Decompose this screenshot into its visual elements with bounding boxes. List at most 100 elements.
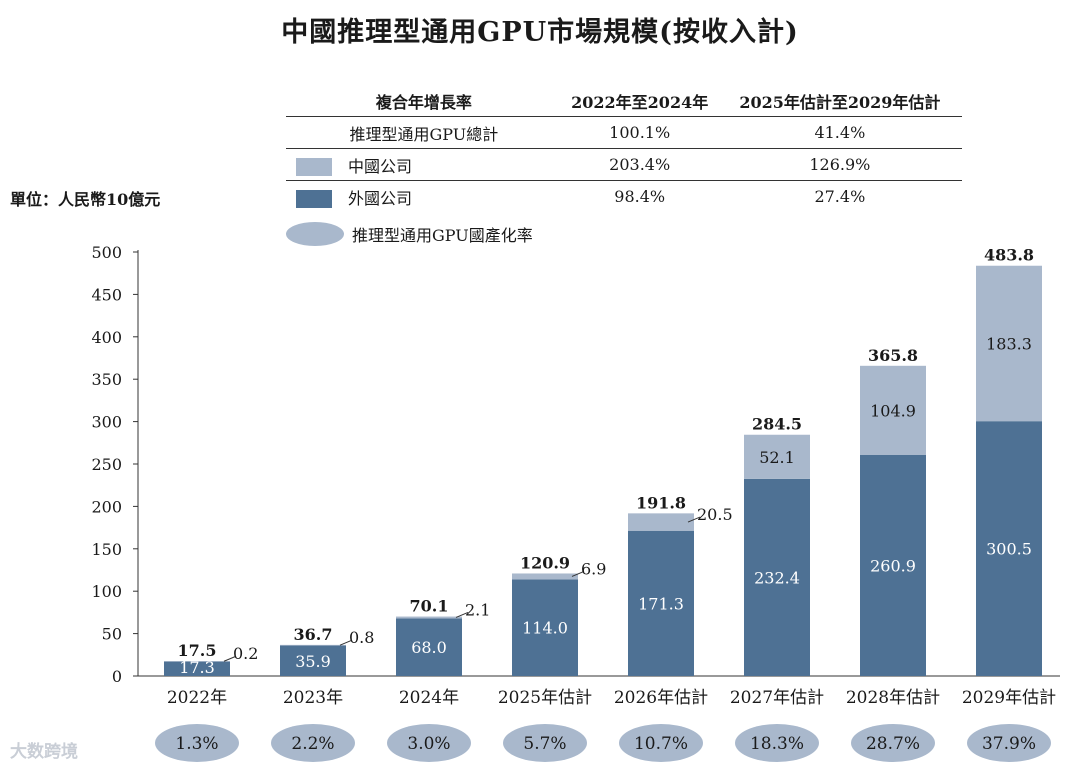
localization-ellipse — [271, 724, 355, 762]
legend-localization-label: 推理型通用GPU國產化率 — [352, 226, 533, 245]
cagr-header-label: 複合年增長率 — [286, 86, 562, 117]
localization-ellipse — [851, 724, 935, 762]
bar-foreign — [744, 478, 810, 676]
china-value-label: 20.5 — [697, 505, 733, 524]
cagr-row-value: 98.4% — [614, 187, 666, 206]
china-leader-line — [223, 655, 237, 662]
total-value-label: 284.5 — [752, 415, 802, 434]
total-value-label: 191.8 — [636, 493, 686, 512]
foreign-value-label: 300.5 — [986, 540, 1032, 559]
legend-swatch-china — [296, 158, 332, 176]
cagr-row-foreign: 外國公司 98.4% 27.4% — [286, 181, 962, 213]
localization-ellipse — [735, 724, 819, 762]
x-tick-label: 2023年 — [283, 688, 343, 708]
bar-foreign — [860, 454, 926, 676]
y-tick-label: 0 — [112, 667, 122, 686]
y-tick-label: 400 — [91, 328, 122, 347]
china-leader-line — [455, 611, 469, 618]
bar-china — [280, 644, 346, 646]
cagr-row-label: 外國公司 — [348, 188, 413, 208]
legend-china: 中國公司 — [286, 148, 562, 181]
total-value-label: 36.7 — [294, 625, 333, 644]
bar-china — [512, 573, 578, 580]
total-value-label: 365.8 — [868, 346, 918, 365]
localization-rate-label: 28.7% — [866, 734, 920, 754]
bar-china — [628, 513, 694, 531]
unit-label: 單位：人民幣10億元 — [10, 190, 161, 209]
foreign-value-label: 260.9 — [870, 556, 916, 575]
y-tick-label: 500 — [91, 243, 122, 262]
foreign-value-label: 35.9 — [295, 652, 331, 671]
cagr-table: 複合年增長率 2022年至2024年 2025年估計至2029年估計 推理型通用… — [286, 86, 962, 212]
cagr-header-period2: 2025年估計至2029年估計 — [717, 86, 962, 117]
localization-ellipse — [967, 724, 1051, 762]
bar-foreign — [628, 530, 694, 676]
china-value-label: 0.2 — [233, 644, 258, 663]
y-tick-label: 50 — [102, 625, 122, 644]
total-value-label: 17.5 — [178, 641, 217, 660]
y-tick-label: 350 — [91, 370, 122, 389]
china-leader-line — [571, 570, 585, 577]
legend-localization: 推理型通用GPU國產化率 — [286, 222, 533, 246]
china-value-label: 52.1 — [759, 448, 795, 467]
total-value-label: 120.9 — [520, 553, 570, 572]
china-leader-line — [687, 516, 701, 523]
localization-rate-label: 10.7% — [634, 734, 688, 754]
china-value-label: 183.3 — [986, 334, 1032, 353]
x-tick-label: 2024年 — [399, 688, 459, 708]
cagr-row-total: 推理型通用GPU總計 100.1% 41.4% — [286, 116, 962, 149]
legend-swatch-foreign — [296, 190, 332, 208]
watermark: 大数跨境 — [10, 742, 78, 762]
cagr-row-value: 41.4% — [717, 116, 962, 149]
cagr-header-row: 複合年增長率 2022年至2024年 2025年估計至2029年估計 — [286, 86, 962, 117]
localization-rate-label: 1.3% — [175, 734, 218, 754]
total-value-label: 70.1 — [410, 597, 449, 616]
y-tick-label: 250 — [91, 455, 122, 474]
y-tick-label: 450 — [91, 285, 122, 304]
total-value-label: 483.8 — [984, 246, 1034, 265]
localization-rate-label: 18.3% — [750, 734, 804, 754]
bar-china — [396, 616, 462, 619]
bar-china — [164, 661, 230, 662]
legend-ellipse — [286, 222, 344, 246]
cagr-row-label: 推理型通用GPU總計 — [286, 116, 562, 149]
localization-rate-label: 37.9% — [982, 734, 1036, 754]
cagr-header-period1: 2022年至2024年 — [561, 86, 718, 117]
localization-rate-label: 3.0% — [407, 734, 450, 754]
localization-ellipse — [155, 724, 239, 762]
china-value-label: 104.9 — [870, 401, 916, 420]
cagr-row-china: 中國公司 203.4% 126.9% — [286, 148, 962, 181]
chart-title: 中國推理型通用GPU市場規模(按收入計) — [281, 17, 799, 48]
foreign-value-label: 171.3 — [638, 594, 684, 613]
y-tick-label: 300 — [91, 413, 122, 432]
y-tick-label: 150 — [91, 540, 122, 559]
y-tick-label: 100 — [91, 582, 122, 601]
x-tick-label: 2028年估計 — [846, 688, 940, 708]
x-tick-label: 2022年 — [167, 688, 227, 708]
foreign-value-label: 114.0 — [522, 619, 568, 638]
cagr-row-label: 中國公司 — [348, 156, 413, 176]
localization-rate-label: 2.2% — [291, 734, 334, 754]
localization-ellipse — [387, 724, 471, 762]
cagr-row-value: 27.4% — [814, 187, 866, 206]
x-tick-label: 2026年估計 — [614, 688, 708, 708]
x-tick-label: 2025年估計 — [498, 688, 592, 708]
bar-foreign — [396, 618, 462, 676]
legend-foreign: 外國公司 — [286, 181, 562, 213]
foreign-value-label: 68.0 — [411, 638, 447, 657]
localization-rate-label: 5.7% — [523, 734, 566, 754]
foreign-value-label: 17.3 — [179, 658, 215, 677]
bar-foreign — [164, 661, 230, 676]
china-value-label: 2.1 — [465, 600, 490, 619]
china-value-label: 6.9 — [581, 559, 606, 578]
x-tick-label: 2027年估計 — [730, 688, 824, 708]
bar-foreign — [280, 645, 346, 676]
y-tick-label: 200 — [91, 497, 122, 516]
china-value-label: 0.8 — [349, 628, 374, 647]
bar-foreign — [976, 421, 1042, 676]
bar-china — [860, 365, 926, 455]
cagr-row-value: 203.4% — [561, 148, 718, 181]
foreign-value-label: 232.4 — [754, 568, 800, 587]
cagr-row-value: 126.9% — [717, 148, 962, 181]
